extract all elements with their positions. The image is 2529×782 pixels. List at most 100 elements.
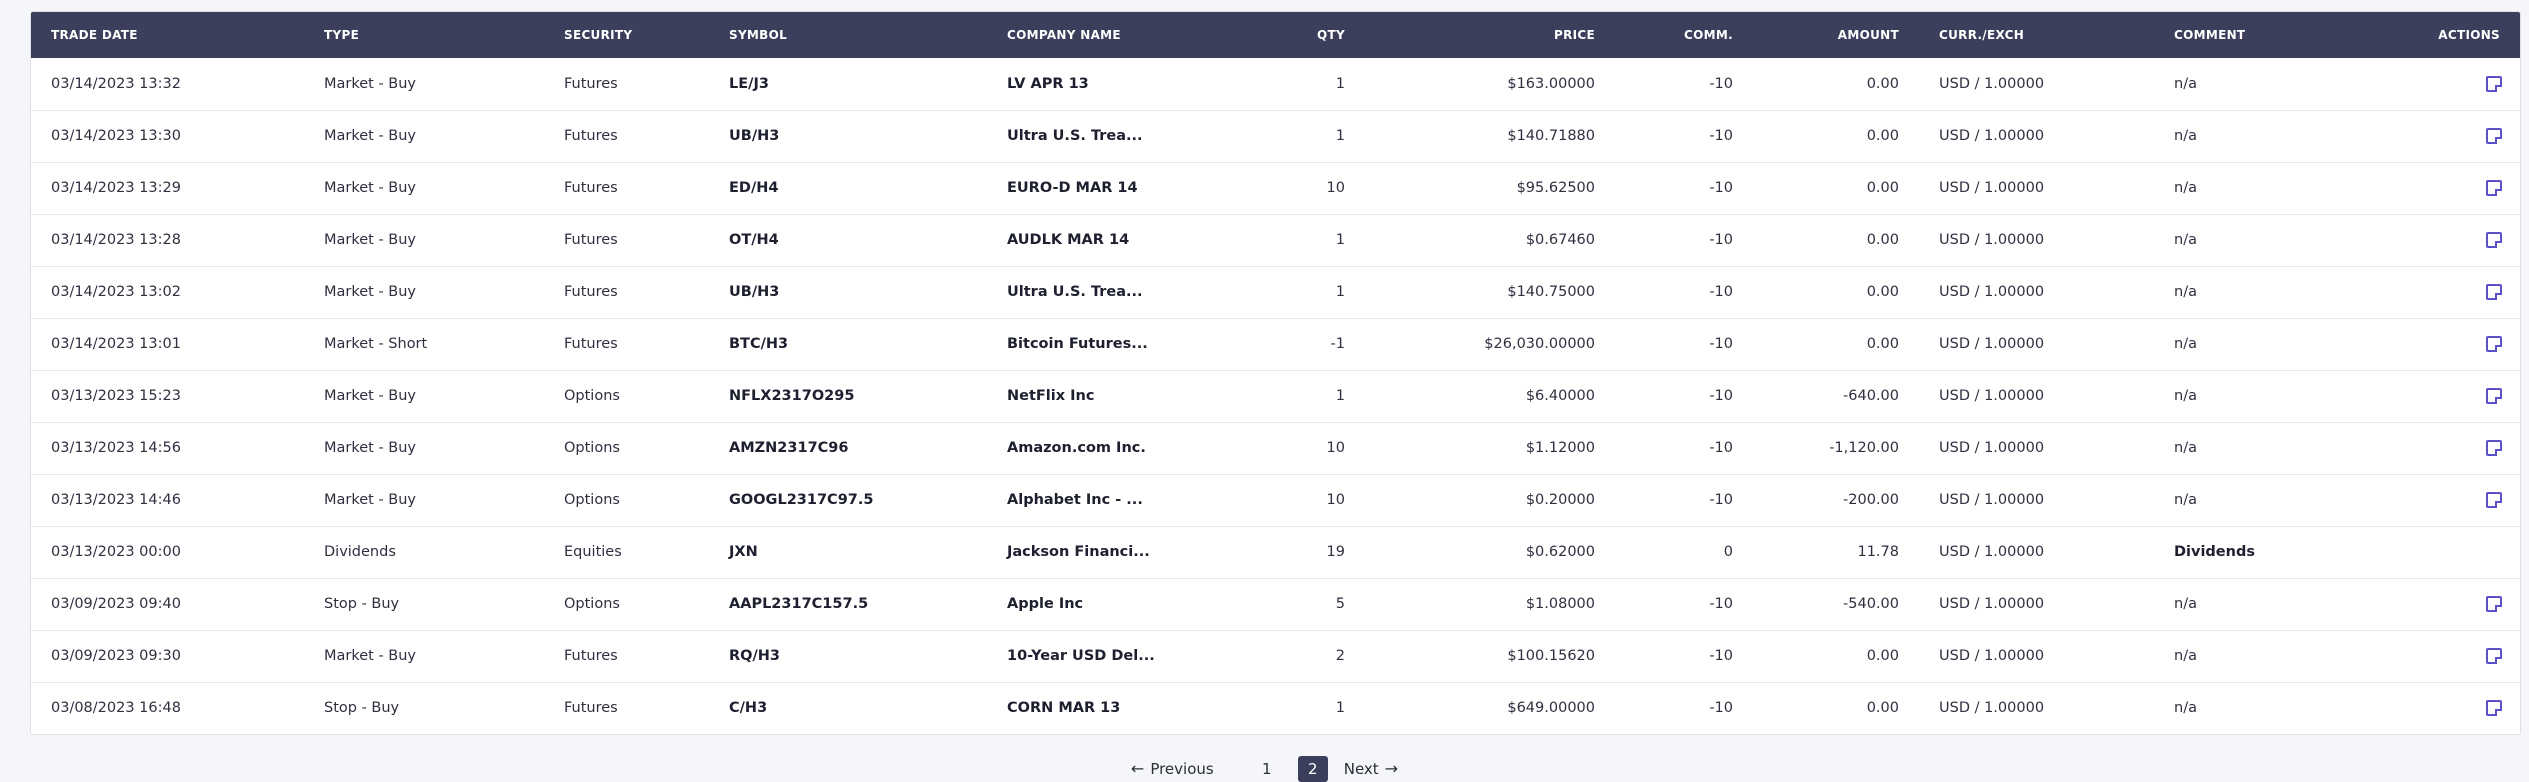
cell-trade-date: 03/09/2023 09:30 <box>51 648 181 664</box>
cell-amount: -540.00 <box>1843 596 1899 612</box>
header-qty[interactable]: QTY <box>1317 28 1345 42</box>
cell-company-name: NetFlix Inc <box>1007 388 1095 404</box>
cell-actions <box>2348 318 2520 370</box>
cell-curr-exch: USD / 1.00000 <box>1939 596 2045 612</box>
header-security[interactable]: SECURITY <box>564 28 633 42</box>
header-comm[interactable]: COMM. <box>1684 28 1733 42</box>
table-row: 03/14/2023 13:28 Market - Buy Futures OT/H4… <box>31 214 2520 266</box>
cell-qty: 1 <box>1335 128 1345 144</box>
cell-curr-exch: USD / 1.00000 <box>1939 648 2045 664</box>
cell-security: Futures <box>564 700 618 717</box>
cell-comm: -10 <box>1709 284 1733 300</box>
cell-security: Futures <box>564 75 618 92</box>
cell-type: Market - Short <box>324 336 428 352</box>
cell-actions <box>2348 422 2520 474</box>
arrow-right-icon: → <box>1384 759 1399 778</box>
cell-comment: n/a <box>2174 492 2197 508</box>
header-curr-exch[interactable]: CURR./EXCH <box>1939 28 2025 42</box>
edit-note-icon[interactable] <box>2486 440 2502 456</box>
cell-type: Market - Buy <box>324 440 417 456</box>
cell-price: $0.20000 <box>1525 492 1595 508</box>
cell-comm: -10 <box>1709 336 1733 352</box>
cell-comment: n/a <box>2174 648 2197 664</box>
next-page-button[interactable]: Next → <box>1344 760 1398 778</box>
cell-comment: n/a <box>2174 180 2197 196</box>
cell-trade-date: 03/13/2023 00:00 <box>51 544 181 560</box>
cell-price: $140.75000 <box>1507 284 1595 300</box>
header-actions: ACTIONS <box>2438 28 2500 42</box>
cell-actions <box>2348 58 2520 110</box>
next-label: Next <box>1343 760 1379 778</box>
edit-note-icon[interactable] <box>2486 232 2502 248</box>
cell-qty: 1 <box>1335 232 1345 248</box>
cell-company-name: Ultra U.S. Trea... <box>1007 128 1143 144</box>
trades-table-card: TRADE DATE TYPE SECURITY SYMBOL COMPANY … <box>30 11 2521 735</box>
edit-note-icon[interactable] <box>2486 648 2502 664</box>
cell-price: $1.08000 <box>1525 596 1595 612</box>
edit-note-icon[interactable] <box>2486 180 2502 196</box>
table-row: 03/14/2023 13:02 Market - Buy Futures UB/H3… <box>31 266 2520 318</box>
edit-note-icon[interactable] <box>2486 128 2502 144</box>
page-1-button[interactable]: 1 <box>1261 760 1272 778</box>
cell-comment: n/a <box>2174 232 2197 248</box>
cell-symbol: NFLX2317O295 <box>729 388 855 404</box>
cell-trade-date: 03/14/2023 13:28 <box>51 232 181 248</box>
cell-amount: -1,120.00 <box>1829 440 1899 456</box>
cell-trade-date: 03/14/2023 13:01 <box>51 336 181 352</box>
header-trade-date[interactable]: TRADE DATE <box>51 28 138 42</box>
cell-actions <box>2348 370 2520 422</box>
cell-actions <box>2348 266 2520 318</box>
table-row: 03/13/2023 00:00 Dividends Equities JXN Jack… <box>31 526 2520 578</box>
header-symbol[interactable]: SYMBOL <box>729 28 788 42</box>
edit-note-icon[interactable] <box>2486 388 2502 404</box>
cell-qty: 19 <box>1326 544 1345 560</box>
cell-actions <box>2348 162 2520 214</box>
cell-price: $1.12000 <box>1525 440 1595 456</box>
cell-symbol: OT/H4 <box>729 232 779 248</box>
cell-type: Market - Buy <box>324 232 417 248</box>
edit-note-icon[interactable] <box>2486 336 2502 352</box>
cell-price: $163.00000 <box>1507 75 1595 92</box>
cell-curr-exch: USD / 1.00000 <box>1939 388 2045 404</box>
page-2-button[interactable]: 2 <box>1297 756 1328 782</box>
cell-security: Options <box>564 440 620 456</box>
cell-price: $6.40000 <box>1525 388 1595 404</box>
header-price[interactable]: PRICE <box>1553 28 1595 42</box>
cell-comm: 0 <box>1723 544 1733 560</box>
cell-type: Market - Buy <box>324 388 417 404</box>
cell-security: Equities <box>564 544 622 560</box>
edit-note-icon[interactable] <box>2486 700 2502 717</box>
cell-security: Futures <box>564 648 618 664</box>
cell-curr-exch: USD / 1.00000 <box>1939 128 2045 144</box>
cell-comment: n/a <box>2174 336 2197 352</box>
table-row: 03/09/2023 09:30 Market - Buy Futures RQ/H3… <box>31 630 2520 682</box>
arrow-left-icon: ← <box>1130 759 1145 778</box>
cell-price: $649.00000 <box>1507 700 1595 717</box>
pagination: ← Previous 1 2 Next → <box>0 756 2529 782</box>
edit-note-icon[interactable] <box>2486 596 2502 612</box>
cell-symbol: UB/H3 <box>729 128 780 144</box>
cell-curr-exch: USD / 1.00000 <box>1939 75 2045 92</box>
cell-trade-date: 03/14/2023 13:02 <box>51 284 181 300</box>
cell-symbol: RQ/H3 <box>729 648 781 664</box>
table-row: 03/14/2023 13:01 Market - Short Futures BTC… <box>31 318 2520 370</box>
header-type[interactable]: TYPE <box>324 28 360 42</box>
cell-actions <box>2348 578 2520 630</box>
table-row: 03/14/2023 13:30 Market - Buy Futures UB/H3… <box>31 110 2520 162</box>
header-company-name[interactable]: COMPANY NAME <box>1007 28 1121 42</box>
cell-amount: -200.00 <box>1843 492 1899 508</box>
cell-comment: n/a <box>2174 75 2197 92</box>
cell-price: $26,030.00000 <box>1484 336 1595 352</box>
edit-note-icon[interactable] <box>2486 75 2502 92</box>
cell-symbol: JXN <box>729 544 758 560</box>
previous-page-button[interactable]: ← Previous <box>1131 760 1214 778</box>
header-comment[interactable]: COMMENT <box>2174 28 2246 42</box>
header-amount[interactable]: AMOUNT <box>1837 28 1899 42</box>
edit-note-icon[interactable] <box>2486 284 2502 300</box>
cell-trade-date: 03/08/2023 16:48 <box>51 700 181 717</box>
cell-actions <box>2348 474 2520 526</box>
edit-note-icon[interactable] <box>2486 492 2502 508</box>
cell-qty: 2 <box>1335 648 1345 664</box>
cell-curr-exch: USD / 1.00000 <box>1939 440 2045 456</box>
cell-qty: 10 <box>1326 180 1345 196</box>
